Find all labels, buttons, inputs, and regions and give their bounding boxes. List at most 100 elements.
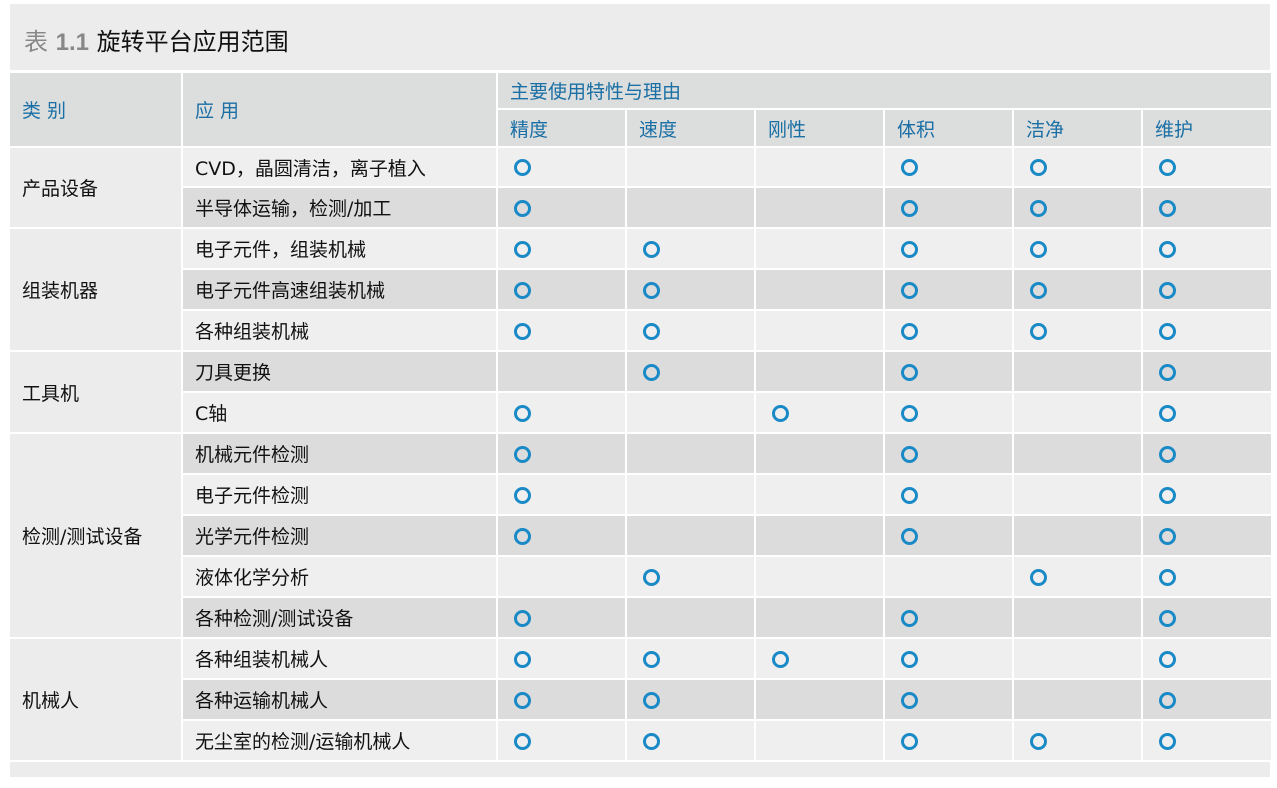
header-group: 主要使用特性与理由 [498,73,1271,108]
mark-cell [1014,229,1141,268]
table-row: C轴 [10,393,1271,432]
header-column: 维护 [1143,110,1271,146]
header-column: 速度 [627,110,754,146]
circle-mark-icon [514,650,531,668]
application-table: 类 别 应 用 主要使用特性与理由 精度 速度 刚性 体积 洁净 维护 产品设备 CVD，晶… [8,71,1273,762]
circle-mark-icon [1030,281,1047,299]
mark-cell [498,598,625,637]
circle-mark-icon [643,732,660,750]
category-cell: 组装机器 [10,229,181,350]
circle-mark-icon [514,159,531,176]
circle-mark-icon [1159,240,1176,258]
application-cell: 电子元件高速组装机械 [183,270,496,309]
circle-mark-icon [643,363,660,381]
circle-mark-icon [1030,159,1047,176]
mark-cell [1014,188,1141,227]
table-row: 各种运输机械人 [10,680,1271,719]
circle-mark-icon [1159,650,1176,668]
circle-mark-icon [1159,568,1176,586]
circle-mark-icon [1159,404,1176,422]
circle-mark-icon [1159,281,1176,299]
mark-cell [756,598,883,637]
mark-cell [498,434,625,473]
mark-cell [756,639,883,678]
circle-mark-icon [514,486,531,504]
table-row: 各种检测/测试设备 [10,598,1271,637]
table-row: 无尘室的检测/运输机械人 [10,721,1271,760]
circle-mark-icon [901,363,918,381]
circle-mark-icon [1159,527,1176,545]
mark-cell [756,434,883,473]
mark-cell [627,557,754,596]
circle-mark-icon [643,281,660,299]
mark-cell [1014,721,1141,760]
mark-cell [885,475,1012,514]
mark-cell [1014,475,1141,514]
application-cell: 各种组装机械人 [183,639,496,678]
mark-cell [756,311,883,350]
mark-cell [498,148,625,186]
application-cell: 各种运输机械人 [183,680,496,719]
header-category: 类 别 [10,73,181,146]
circle-mark-icon [1159,691,1176,709]
table-caption-bar: 表 1.1 旋转平台应用范围 [10,4,1270,70]
mark-cell [756,352,883,391]
application-cell: 液体化学分析 [183,557,496,596]
mark-cell [627,229,754,268]
application-cell: 电子元件，组装机械 [183,229,496,268]
table-row: 工具机 刀具更换 [10,352,1271,432]
application-cell: 各种组装机械 [183,311,496,350]
circle-mark-icon [1159,199,1176,217]
mark-cell [885,680,1012,719]
mark-cell [756,188,883,227]
mark-cell [1014,148,1141,186]
mark-cell [756,516,883,555]
mark-cell [627,680,754,719]
category-cell: 检测/测试设备 [10,434,181,637]
mark-cell [756,229,883,268]
circle-mark-icon [901,281,918,299]
circle-mark-icon [1159,486,1176,504]
mark-cell [1143,639,1271,678]
mark-cell [1143,557,1271,596]
circle-mark-icon [901,691,918,709]
table-row: 产品设备 CVD，晶圆清洁，离子植入 [10,148,1271,227]
circle-mark-icon [643,650,660,668]
mark-cell [1014,598,1141,637]
mark-cell [627,352,754,391]
mark-cell [498,311,625,350]
header-column: 精度 [498,110,625,146]
mark-cell [885,598,1012,637]
circle-mark-icon [901,527,918,545]
table-row: 电子元件检测 [10,475,1271,514]
mark-cell [627,639,754,678]
circle-mark-icon [643,240,660,258]
mark-cell [498,188,625,227]
mark-cell [885,557,1012,596]
mark-cell [627,475,754,514]
circle-mark-icon [1030,322,1047,340]
mark-cell [498,393,625,432]
table-row: 电子元件高速组装机械 [10,270,1271,309]
mark-cell [498,557,625,596]
circle-mark-icon [901,732,918,750]
mark-cell [756,557,883,596]
circle-mark-icon [643,322,660,340]
application-cell: 无尘室的检测/运输机械人 [183,721,496,760]
mark-cell [885,516,1012,555]
circle-mark-icon [901,159,918,176]
mark-cell [885,148,1012,186]
mark-cell [498,721,625,760]
table-number: 1.1 [55,29,90,56]
mark-cell [627,148,754,186]
mark-cell [885,639,1012,678]
category-cell: 工具机 [10,352,181,432]
table-label: 表 [24,28,48,56]
mark-cell [1014,352,1141,391]
circle-mark-icon [901,609,918,627]
circle-mark-icon [901,404,918,422]
mark-cell [756,721,883,760]
circle-mark-icon [514,199,531,217]
circle-mark-icon [514,732,531,750]
circle-mark-icon [901,240,918,258]
